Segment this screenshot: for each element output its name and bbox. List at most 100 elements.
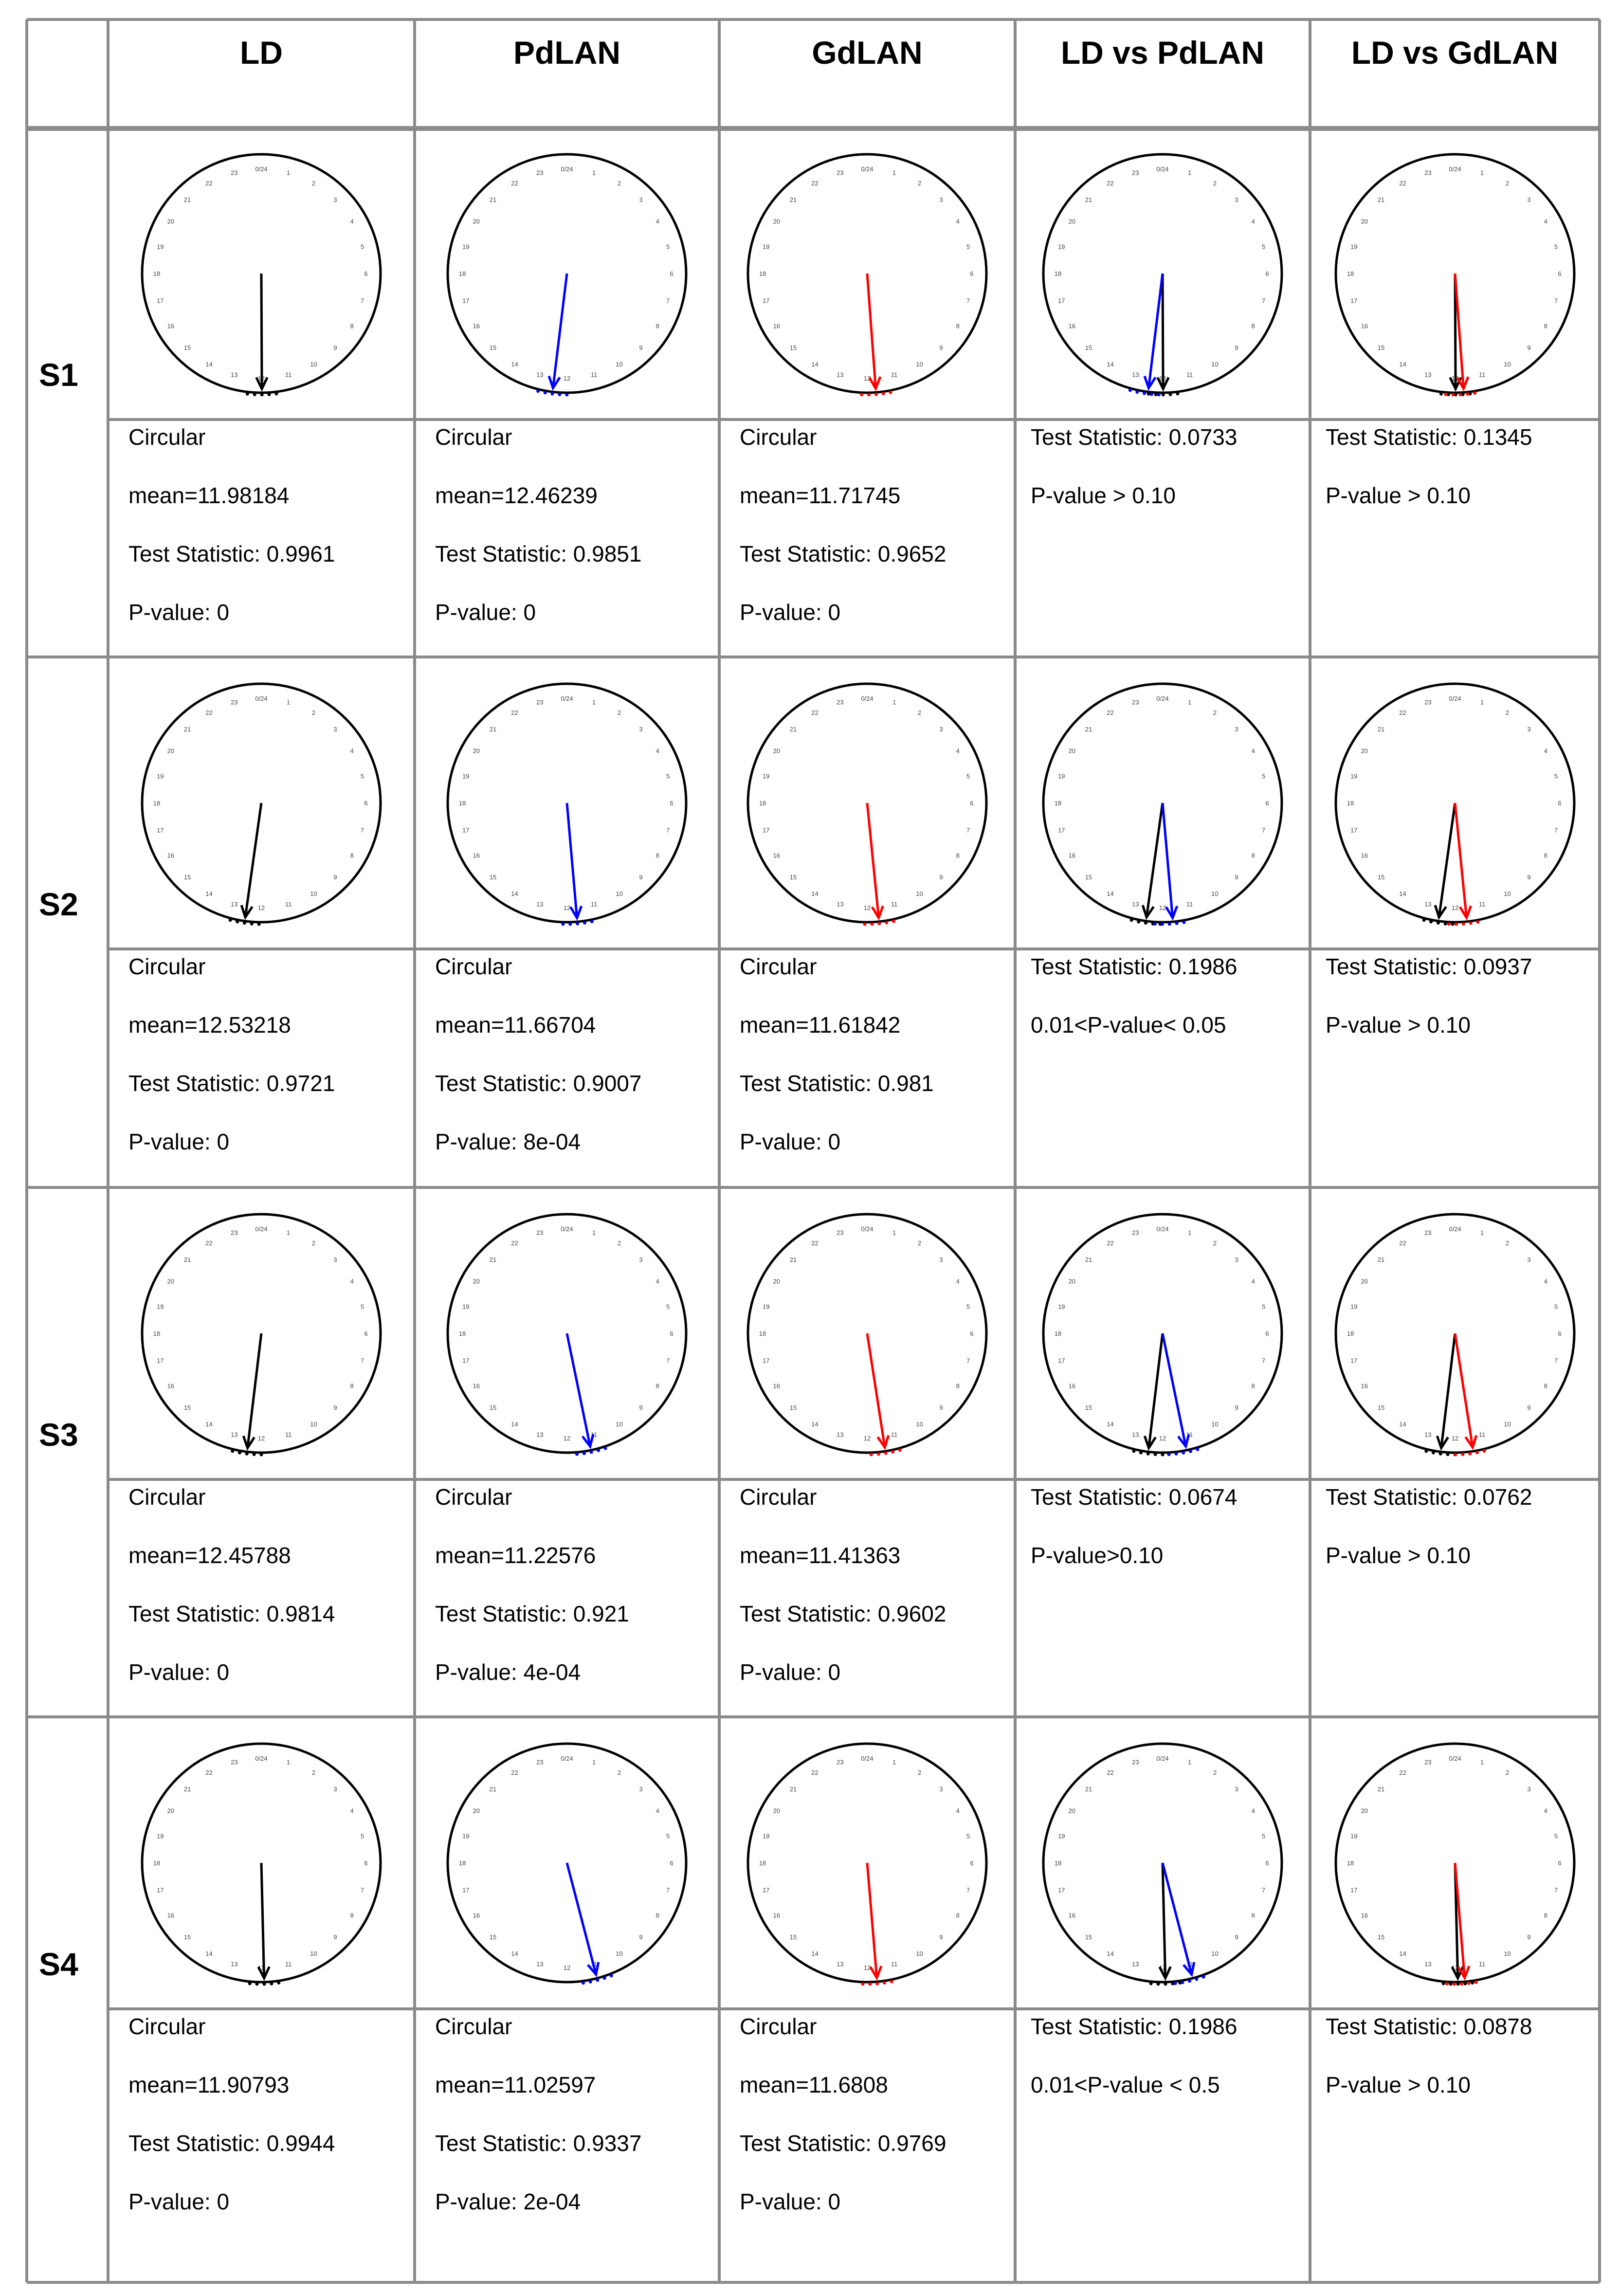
- observation-point: [898, 1448, 902, 1452]
- plot-text-divider: [108, 418, 1600, 421]
- dial-hour-label: 2: [312, 709, 315, 716]
- dial-hour-label: 8: [956, 852, 960, 859]
- statistics-line: mean=12.53218: [128, 1012, 291, 1038]
- observation-point: [274, 392, 278, 396]
- dial-hour-label: 1: [1188, 1758, 1191, 1766]
- dial-hour-label: 19: [1350, 1303, 1357, 1310]
- dial-hour-label: 4: [350, 218, 354, 225]
- dial-hour-label: 2: [1213, 1769, 1217, 1776]
- dial-hour-label: 14: [511, 890, 518, 897]
- dial-hour-label: 20: [167, 747, 174, 755]
- dial-hour-label: 20: [1361, 218, 1367, 225]
- dial-hour-label: 19: [763, 1832, 769, 1840]
- mean-vector-gdlan: [1454, 1862, 1466, 1978]
- dial-circle: [1042, 153, 1283, 394]
- dial-hour-label: 20: [1361, 1807, 1367, 1815]
- dial-hour-label: 8: [656, 1383, 659, 1390]
- dial-hour-label: 4: [350, 1807, 354, 1815]
- dial-hour-label: 3: [939, 1786, 943, 1793]
- dial-hour-label: 16: [1069, 852, 1075, 859]
- observation-point: [889, 390, 892, 394]
- dial-hour-label: 23: [1424, 698, 1431, 706]
- arrowhead-pdlan: [1183, 1962, 1196, 1977]
- dial-hour-label: 1: [1188, 698, 1191, 706]
- dial-hour-label: 2: [918, 709, 921, 716]
- dial-hour-label: 2: [1505, 1769, 1509, 1776]
- dial-hour-label: 1: [892, 1758, 896, 1766]
- observation-point: [1149, 1982, 1153, 1986]
- dial-hour-label: 11: [1478, 901, 1485, 908]
- dial-hour-label: 9: [639, 1933, 642, 1941]
- observation-point: [1160, 922, 1164, 926]
- dial-hour-label: 17: [157, 1887, 164, 1894]
- dial-hour-label: 16: [473, 1912, 480, 1919]
- dial-hour-label: 7: [361, 1887, 364, 1894]
- dial-hour-label: 7: [666, 827, 670, 834]
- observation-point: [891, 1450, 895, 1454]
- dial-hour-label: 7: [966, 297, 970, 305]
- dial-circle: [1042, 1213, 1283, 1454]
- observation-point: [1454, 922, 1458, 926]
- statistics-line: Circular: [740, 1484, 817, 1510]
- dial-hour-label: 3: [939, 1256, 943, 1263]
- dial-hour-label: 5: [966, 243, 970, 250]
- dial-hour-label: 19: [1058, 772, 1065, 780]
- dial-hour-label: 17: [1058, 1887, 1065, 1894]
- observation-point: [881, 392, 885, 396]
- dial-hour-label: 0/24: [255, 695, 267, 702]
- mean-vector-gdlan: [1454, 802, 1468, 918]
- observation-point: [255, 1982, 259, 1986]
- statistics-line: Test Statistic: 0.9961: [128, 541, 335, 566]
- dial-hour-label: 2: [918, 1239, 921, 1247]
- observation-point: [1157, 393, 1161, 397]
- dial-hour-label: 6: [1265, 1330, 1269, 1337]
- dial-hour-label: 17: [763, 827, 769, 834]
- arrowhead-ld: [1436, 1435, 1449, 1451]
- mean-vector-pdlan: [565, 1862, 598, 1975]
- dial-hour-label: 10: [616, 890, 622, 897]
- statistics-line: Test Statistic: 0.0937: [1326, 954, 1532, 979]
- dial-hour-label: 14: [205, 1950, 212, 1957]
- dial-hour-label: 12: [864, 1964, 871, 1971]
- statistics-line: P-value > 0.10: [1326, 483, 1471, 508]
- dial-hour-label: 7: [361, 827, 364, 834]
- dial-hour-label: 18: [1347, 270, 1353, 277]
- observation-point: [1441, 1982, 1445, 1986]
- observation-point: [890, 1980, 893, 1984]
- statistics-line: mean=11.61842: [740, 1012, 901, 1038]
- dial-hour-label: 21: [1085, 1786, 1092, 1793]
- row-divider: [27, 1186, 1600, 1189]
- observation-point: [874, 392, 878, 396]
- dial-hour-label: 17: [1350, 827, 1357, 834]
- dial-hour-label: 3: [939, 196, 943, 203]
- statistics-line: P-value > 0.10: [1031, 483, 1176, 508]
- dial-hour-label: 19: [1058, 1303, 1065, 1310]
- statistics-line: Test Statistic: 0.921: [435, 1601, 629, 1626]
- statistics-line: Test Statistic: 0.9851: [435, 541, 642, 566]
- observation-point: [1174, 1452, 1178, 1456]
- dial-hour-label: 6: [1558, 270, 1561, 277]
- dial-hour-label: 5: [361, 772, 364, 780]
- header-divider: [27, 126, 1600, 131]
- statistics-line: mean=11.41363: [740, 1543, 901, 1568]
- dial-hour-label: 14: [205, 1421, 212, 1428]
- observation-point: [609, 1974, 613, 1978]
- column-header: LD: [240, 35, 283, 71]
- plot-text-divider: [108, 948, 1600, 950]
- dial-hour-label: 9: [1527, 344, 1530, 351]
- observation-point: [1446, 1453, 1450, 1457]
- dial-hour-label: 23: [536, 1758, 543, 1766]
- arrowhead-pdlan: [1165, 905, 1179, 921]
- statistics-line: P-value>0.10: [1031, 1543, 1164, 1568]
- dial-hour-label: 1: [287, 169, 290, 176]
- dial-hour-label: 8: [1252, 852, 1255, 859]
- statistics-line: mean=12.45788: [128, 1543, 291, 1568]
- statistics-line: mean=11.71745: [740, 483, 901, 508]
- observation-point: [576, 922, 580, 926]
- observation-point: [1468, 1452, 1472, 1456]
- dial-hour-label: 23: [1132, 698, 1139, 706]
- dial-hour-label: 12: [258, 904, 265, 911]
- dial-hour-label: 15: [184, 344, 191, 351]
